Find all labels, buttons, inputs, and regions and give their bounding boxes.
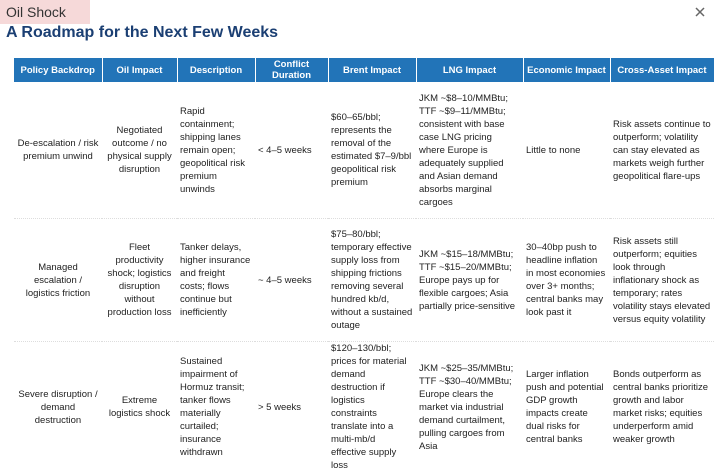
table-cell: Tanker delays, higher insurance and frei…	[177, 219, 255, 342]
table-cell: $60–65/bbl; represents the removal of th…	[328, 82, 416, 219]
table-cell: $75–80/bbl; temporary effective supply l…	[328, 219, 416, 342]
column-header: Conflict Duration	[255, 58, 328, 82]
table-cell: JKM ~$8–10/MMBtu; TTF ~$9–11/MMBtu; cons…	[416, 82, 523, 219]
table-cell: > 5 weeks	[255, 342, 328, 472]
page-title: A Roadmap for the Next Few Weeks	[6, 24, 278, 42]
column-header: Description	[177, 58, 255, 82]
column-header: Oil Impact	[102, 58, 177, 82]
column-header: Economic Impact	[523, 58, 610, 82]
table-cell: Fleet productivity shock; logistics disr…	[102, 219, 177, 342]
table-cell: Managed escalation / logistics friction	[14, 219, 102, 342]
table-cell: < 4–5 weeks	[255, 82, 328, 219]
table-cell: Bonds outperform as central banks priori…	[610, 342, 714, 472]
column-header: LNG Impact	[416, 58, 523, 82]
column-header: Cross-Asset Impact	[610, 58, 714, 82]
table-cell: Extreme logistics shock	[102, 342, 177, 472]
table-cell: $120–130/bbl; prices for material demand…	[328, 342, 416, 472]
table-cell: JKM ~$15–18/MMBtu; TTF ~$15–20/MMBtu; Eu…	[416, 219, 523, 342]
table-cell: Rapid containment; shipping lanes remain…	[177, 82, 255, 219]
table-cell: JKM ~$25–35/MMBtu; TTF ~$30–40/MMBtu; Eu…	[416, 342, 523, 472]
close-icon[interactable]	[694, 6, 706, 18]
table-cell: Larger inflation push and potential GDP …	[523, 342, 610, 472]
table-cell: Risk assets still outperform; equities l…	[610, 219, 714, 342]
table-cell: Sustained impairment of Hormuz transit; …	[177, 342, 255, 472]
table-cell: Little to none	[523, 82, 610, 219]
section-tag: Oil Shock	[0, 0, 90, 24]
table-cell: ~ 4–5 weeks	[255, 219, 328, 342]
page: Oil Shock A Roadmap for the Next Few Wee…	[0, 0, 714, 440]
table-cell: De-escalation / risk premium unwind	[14, 82, 102, 219]
table-cell: Negotiated outcome / no physical supply …	[102, 82, 177, 219]
column-header: Policy Backdrop	[14, 58, 102, 82]
table-cell: 30–40bp push to headline inflation in mo…	[523, 219, 610, 342]
column-header: Brent Impact	[328, 58, 416, 82]
table-cell: Severe disruption / demand destruction	[14, 342, 102, 472]
table-cell: Risk assets continue to outperform; vola…	[610, 82, 714, 219]
